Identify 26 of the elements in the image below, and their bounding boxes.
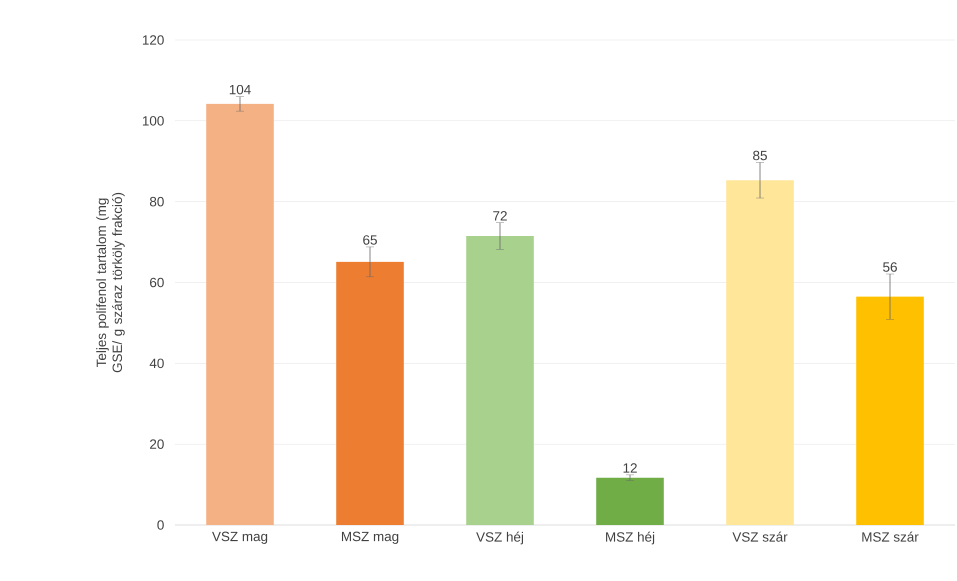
- data-label: 65: [363, 235, 377, 245]
- bar: [466, 236, 534, 525]
- y-tick-label: 120: [142, 35, 164, 45]
- data-label: 104: [230, 84, 251, 94]
- data-label: 85: [753, 150, 767, 160]
- x-tick-label: VSZ mag: [212, 532, 268, 544]
- x-tick-label: MSZ mag: [342, 532, 398, 544]
- y-tick-label: 20: [150, 439, 164, 449]
- x-tick-label: MSZ héj: [606, 532, 654, 544]
- bar: [726, 180, 794, 525]
- bar: [856, 296, 924, 525]
- x-tick-label: VSZ héj: [476, 532, 523, 544]
- x-tick-label: VSZ szár: [732, 532, 788, 542]
- y-tick-label: 0: [157, 520, 164, 530]
- bar: [206, 104, 274, 525]
- data-label: 72: [493, 211, 507, 220]
- x-tick-label: MSZ szár: [862, 532, 919, 542]
- data-label: 56: [883, 262, 897, 272]
- bar: [596, 478, 664, 525]
- data-label: 12: [624, 463, 637, 473]
- bar: [336, 262, 404, 525]
- y-tick-label: 60: [150, 278, 164, 288]
- y-tick-label: 80: [150, 196, 164, 206]
- y-tick-label: 100: [142, 116, 164, 126]
- y-axis-title: Teljes polifenol tartalom (mg GSE/ g száraz törköly frakció): [96, 192, 125, 372]
- y-tick-label: 40: [150, 358, 164, 368]
